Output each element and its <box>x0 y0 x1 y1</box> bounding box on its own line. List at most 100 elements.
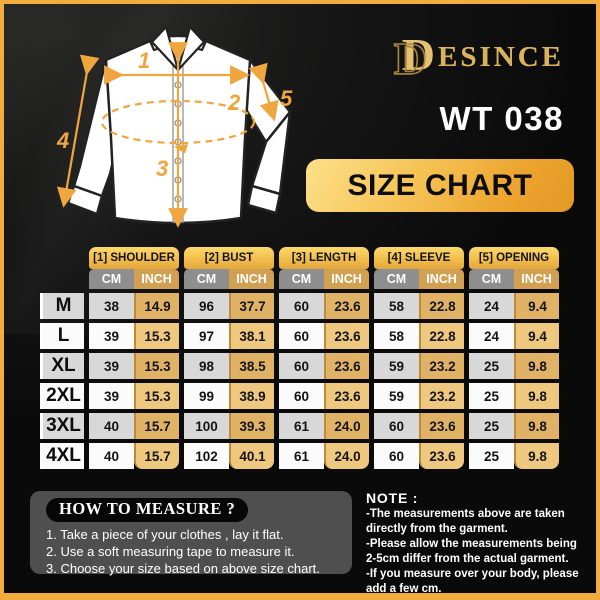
table-row: 60 23.6 <box>279 323 369 349</box>
table-row: 39 15.3 <box>89 353 179 379</box>
unit-header-row: CM INCH <box>89 269 179 289</box>
table-row: 40 15.7 <box>89 443 179 469</box>
measurement-group: [5] OPENING CM INCH 24 9.4 24 9.4 25 9.8 25 9.8 25 9… <box>469 247 559 469</box>
cm-value-cell: 97 <box>184 323 229 349</box>
unit-cm-header: CM <box>184 269 229 289</box>
size-chart-table: M L XL 2XL 3XL 4XL [1] SHOULDER CM INCH 38 14.9 39 1… <box>40 247 559 469</box>
inch-value-cell: 9.4 <box>514 293 559 319</box>
size-column: M L XL 2XL 3XL 4XL <box>40 247 84 469</box>
inch-value-cell: 9.8 <box>514 383 559 409</box>
size-label: 3XL <box>40 413 84 439</box>
inch-value-cell: 23.2 <box>419 353 464 379</box>
inch-value-cell: 15.3 <box>134 353 179 379</box>
inch-value-cell: 9.8 <box>514 413 559 439</box>
cm-value-cell: 98 <box>184 353 229 379</box>
table-row: 60 23.6 <box>279 383 369 409</box>
cm-value-cell: 60 <box>279 323 324 349</box>
size-chart-banner: SIZE CHART <box>306 159 574 212</box>
cm-value-cell: 39 <box>89 353 134 379</box>
table-row: 59 23.2 <box>374 353 464 379</box>
unit-cm-header: CM <box>469 269 514 289</box>
table-row: 58 22.8 <box>374 293 464 319</box>
inch-value-cell: 38.1 <box>229 323 274 349</box>
how-to-step: 3. Choose your size based on above size … <box>46 561 320 577</box>
cm-value-cell: 61 <box>279 413 324 439</box>
cm-value-cell: 60 <box>374 443 419 469</box>
note-line: -If you measure over your body, please a… <box>366 567 579 595</box>
cm-value-cell: 40 <box>89 443 134 469</box>
inch-value-cell: 37.7 <box>229 293 274 319</box>
label-4-sleeve: 4 <box>56 128 69 153</box>
note-lines: -The measurements above are taken direct… <box>366 507 586 595</box>
size-label: 4XL <box>40 443 84 469</box>
note-title: NOTE : <box>366 490 419 506</box>
inch-value-cell: 9.8 <box>514 353 559 379</box>
cm-value-cell: 24 <box>469 323 514 349</box>
label-3-length: 3 <box>156 156 168 181</box>
unit-cm-header: CM <box>374 269 419 289</box>
cm-value-cell: 60 <box>374 413 419 439</box>
table-row: 24 9.4 <box>469 293 559 319</box>
table-row: 60 23.6 <box>374 413 464 439</box>
inch-value-cell: 38.5 <box>229 353 274 379</box>
note-line: -Please allow the measurements being 2-5… <box>366 537 577 565</box>
logo-letter-d: D D <box>393 29 435 84</box>
inch-value-cell: 15.7 <box>134 443 179 469</box>
cm-value-cell: 25 <box>469 413 514 439</box>
table-row: 39 15.3 <box>89 323 179 349</box>
background: 1 2 3 4 5 D D ESINCE WT 038 SIZE CHART M… <box>4 4 596 593</box>
how-to-measure-title: HOW TO MEASURE ? <box>46 498 249 522</box>
size-column-spacer <box>40 247 84 289</box>
inch-value-cell: 39.3 <box>229 413 274 439</box>
table-row: 39 15.3 <box>89 383 179 409</box>
inch-value-cell: 23.6 <box>324 323 369 349</box>
table-row: 25 9.8 <box>469 443 559 469</box>
bust-ellipse-arrowhead <box>174 144 188 154</box>
inch-value-cell: 38.9 <box>229 383 274 409</box>
cm-value-cell: 59 <box>374 353 419 379</box>
product-code: WT 038 <box>439 100 564 137</box>
shirt-illustration: 1 2 3 4 5 <box>56 25 293 228</box>
table-row: 99 38.9 <box>184 383 274 409</box>
unit-inch-header: INCH <box>419 269 464 289</box>
cm-value-cell: 25 <box>469 443 514 469</box>
table-row: 59 23.2 <box>374 383 464 409</box>
unit-header-row: CM INCH <box>279 269 369 289</box>
cm-value-cell: 24 <box>469 293 514 319</box>
how-to-measure-steps: 1. Take a piece of your clothes , lay it… <box>46 526 342 577</box>
cm-value-cell: 99 <box>184 383 229 409</box>
inch-value-cell: 9.4 <box>514 323 559 349</box>
cm-value-cell: 102 <box>184 443 229 469</box>
inch-value-cell: 14.9 <box>134 293 179 319</box>
table-row: 61 24.0 <box>279 413 369 439</box>
cm-value-cell: 60 <box>279 353 324 379</box>
cm-value-cell: 59 <box>374 383 419 409</box>
table-row: 100 39.3 <box>184 413 274 439</box>
unit-header-row: CM INCH <box>374 269 464 289</box>
cm-value-cell: 60 <box>279 383 324 409</box>
cm-value-cell: 58 <box>374 323 419 349</box>
cm-value-cell: 61 <box>279 443 324 469</box>
inch-value-cell: 24.0 <box>324 443 369 469</box>
table-row: 98 38.5 <box>184 353 274 379</box>
group-header-tab: [4] SLEEVE <box>374 247 464 269</box>
measurement-group: [4] SLEEVE CM INCH 58 22.8 58 22.8 59 23.2 59 23.2… <box>374 247 464 469</box>
inch-value-cell: 22.8 <box>419 323 464 349</box>
cm-value-cell: 60 <box>279 293 324 319</box>
table-row: 60 23.6 <box>374 443 464 469</box>
inch-value-cell: 23.6 <box>324 383 369 409</box>
table-row: 60 23.6 <box>279 353 369 379</box>
logo-d-outline: D <box>393 33 428 84</box>
sleeve-arrow <box>56 54 100 208</box>
inch-value-cell: 23.6 <box>419 443 464 469</box>
group-header-tab: [3] LENGTH <box>279 247 369 269</box>
how-to-measure-panel: HOW TO MEASURE ? 1. Take a piece of your… <box>30 491 352 577</box>
cm-value-cell: 39 <box>89 383 134 409</box>
label-1-shoulder: 1 <box>138 48 150 73</box>
cm-value-cell: 58 <box>374 293 419 319</box>
size-label: L <box>40 323 84 349</box>
table-row: 24 9.4 <box>469 323 559 349</box>
unit-inch-header: INCH <box>134 269 179 289</box>
label-5-opening: 5 <box>280 86 293 111</box>
